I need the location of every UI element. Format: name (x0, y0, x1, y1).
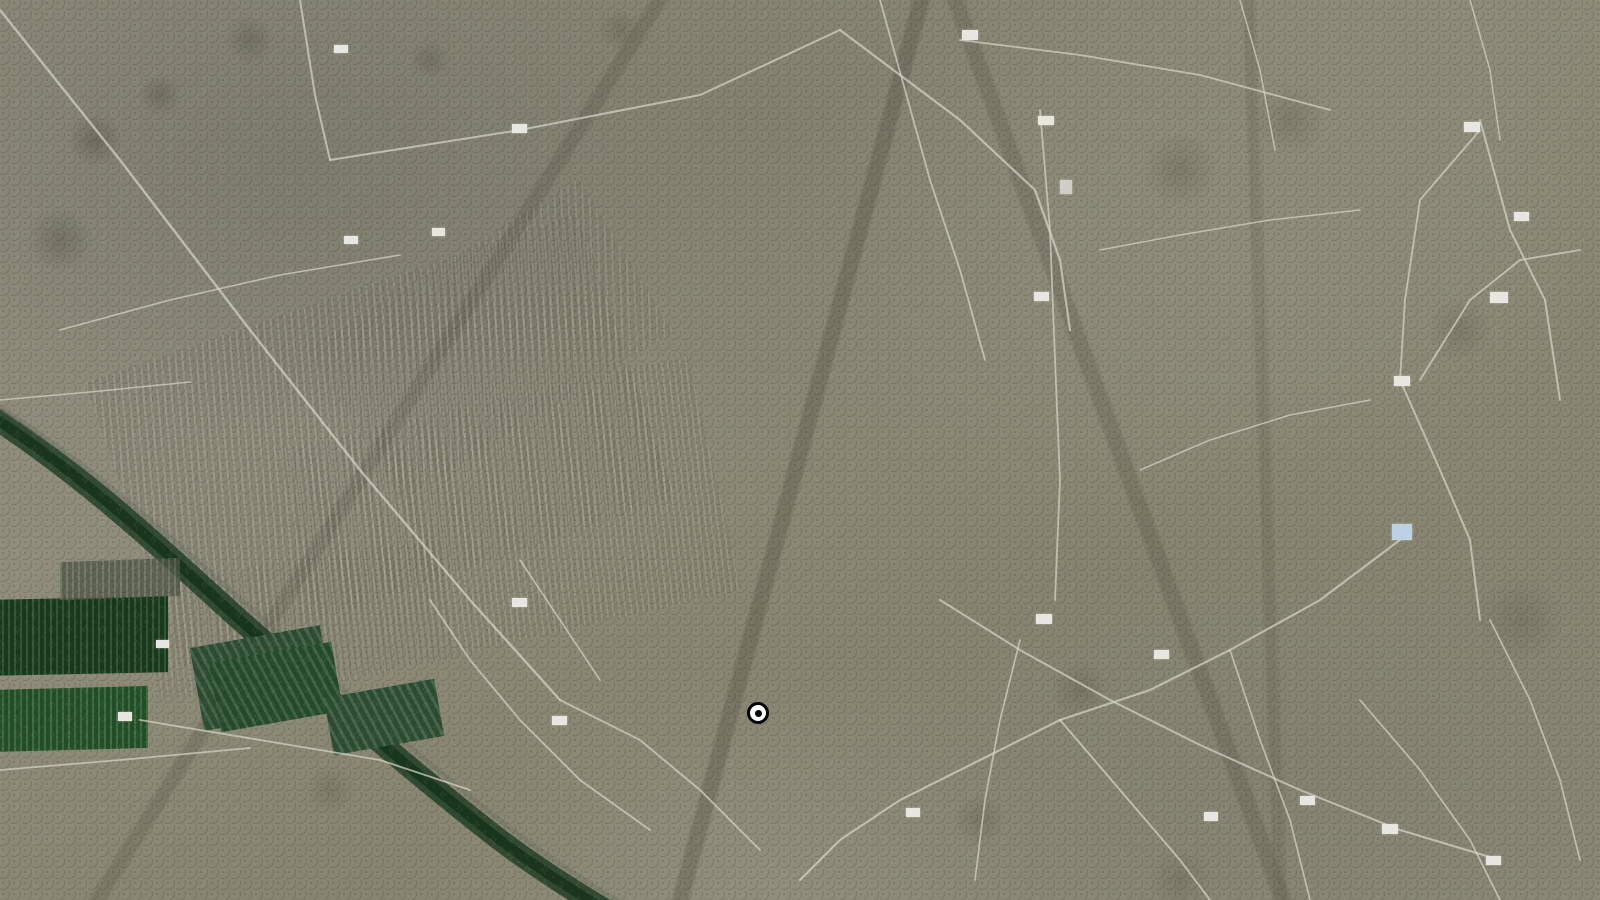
well-pad (156, 640, 169, 648)
well-pad (1154, 650, 1169, 659)
well-pad (334, 45, 348, 53)
well-pad (512, 598, 527, 607)
well-pad (1300, 796, 1315, 805)
well-pad (962, 30, 978, 40)
well-pad (906, 808, 920, 817)
well-pad (1464, 122, 1480, 132)
well-pad (1486, 856, 1501, 865)
well-pad (1382, 824, 1398, 834)
well-pad (1490, 292, 1508, 303)
well-pad (552, 716, 567, 725)
well-pad (344, 236, 358, 244)
well-pad (1036, 614, 1052, 624)
well-pad (1038, 116, 1054, 125)
well-pad (512, 124, 527, 133)
well-pad (432, 228, 445, 236)
well-pad (118, 712, 132, 721)
well-pad (1034, 292, 1049, 301)
well-pad (1514, 212, 1529, 221)
well-pad (1204, 812, 1218, 821)
well-pad (1394, 376, 1410, 386)
well-pad (1060, 180, 1072, 194)
plume-heatmap (616, 48, 1010, 692)
emission-source-marker[interactable] (747, 702, 769, 724)
well-pad-with-pond (1392, 524, 1412, 540)
